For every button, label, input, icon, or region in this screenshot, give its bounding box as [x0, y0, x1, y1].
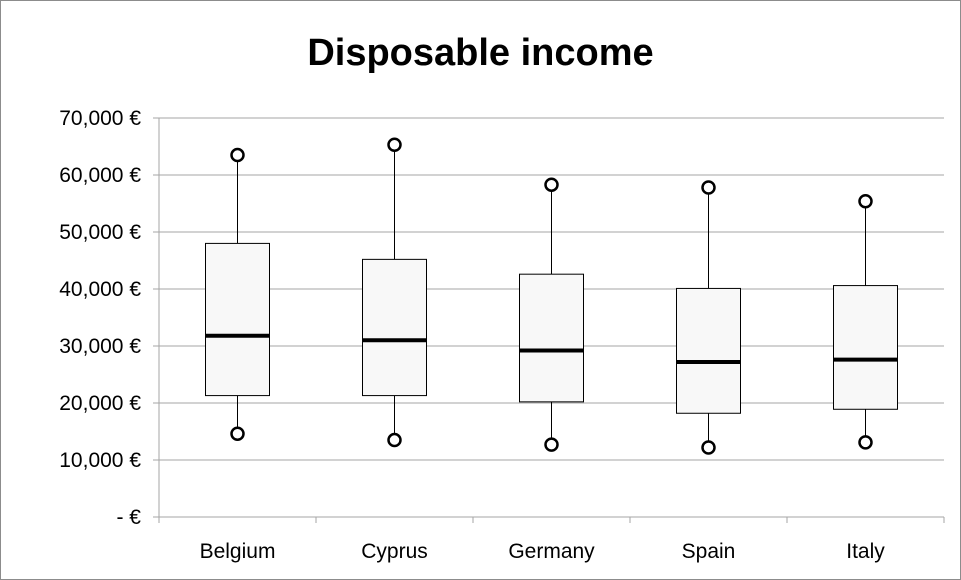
box-belgium: Belgium: [200, 149, 276, 563]
outlier-point: [860, 436, 872, 448]
y-tick-label: 30,000 €: [59, 335, 141, 358]
iqr-box: [677, 288, 741, 413]
box-spain: Spain: [677, 182, 741, 563]
outlier-point: [546, 179, 558, 191]
outlier-point: [232, 428, 244, 440]
y-tick-label: 20,000 €: [59, 392, 141, 415]
outlier-point: [546, 439, 558, 451]
boxes: Belgium Cyprus Germany Spain Italy: [200, 139, 898, 563]
axes: - € 10,000 € 20,000 € 30,000 € 40,000 € 50,00…: [59, 107, 944, 529]
outlier-point: [232, 149, 244, 161]
y-tick-label: 60,000 €: [59, 164, 141, 187]
iqr-box: [520, 274, 584, 402]
x-tick-label: Belgium: [200, 540, 276, 563]
outlier-point: [703, 441, 715, 453]
y-tick-label: 70,000 €: [59, 107, 141, 130]
outlier-point: [860, 195, 872, 207]
outlier-point: [389, 139, 401, 151]
x-tick-label: Spain: [682, 540, 736, 563]
iqr-box: [206, 243, 270, 395]
iqr-box: [363, 259, 427, 395]
box-italy: Italy: [834, 195, 898, 563]
box-cyprus: Cyprus: [361, 139, 428, 563]
outlier-point: [703, 182, 715, 194]
box-germany: Germany: [508, 179, 595, 563]
outlier-point: [389, 434, 401, 446]
y-tick-label: 50,000 €: [59, 221, 141, 244]
x-tick-label: Germany: [508, 540, 595, 563]
x-tick-label: Cyprus: [361, 540, 428, 563]
iqr-box: [834, 286, 898, 410]
y-tick-label: 10,000 €: [59, 449, 141, 472]
x-tick-label: Italy: [846, 540, 885, 563]
y-tick-label: 40,000 €: [59, 278, 141, 301]
y-tick-label: - €: [116, 506, 141, 529]
